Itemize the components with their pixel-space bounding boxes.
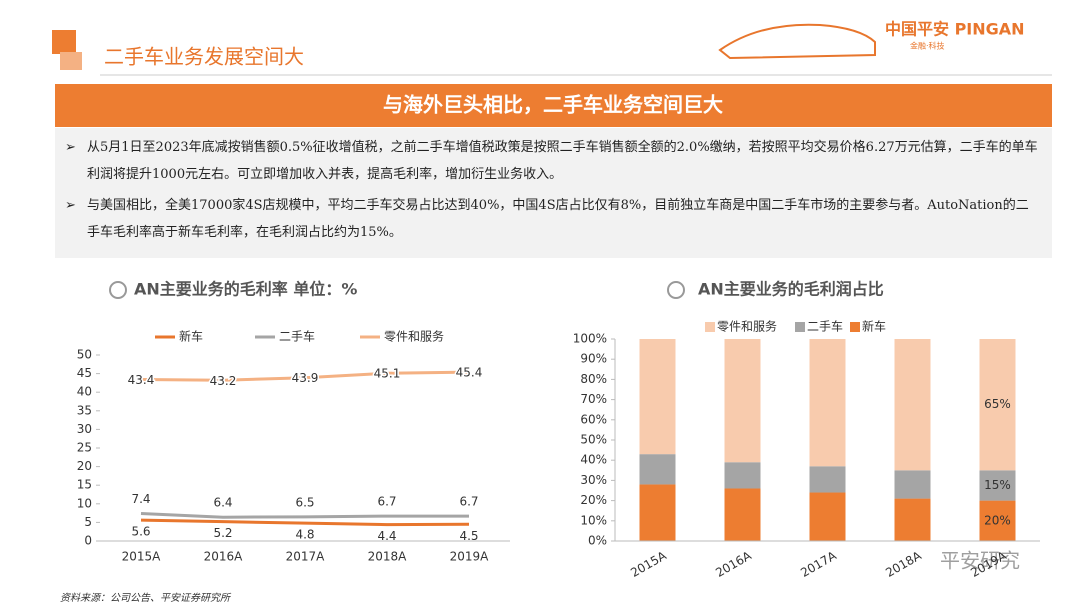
data-label: 4.8 bbox=[295, 528, 314, 542]
y-tick-label: 50 bbox=[77, 348, 92, 362]
y-tick-label: 0 bbox=[84, 534, 92, 548]
legend-label: 新车 bbox=[862, 319, 886, 334]
data-label: 43.4 bbox=[128, 373, 155, 387]
data-label: 65% bbox=[984, 397, 1011, 411]
legend-label: 二手车 bbox=[279, 329, 315, 344]
car-sketch bbox=[718, 23, 876, 60]
bar-segment bbox=[979, 500, 1016, 541]
data-label: 15% bbox=[984, 478, 1011, 492]
series-line bbox=[140, 518, 470, 527]
y-tick-label: 5 bbox=[84, 515, 92, 529]
legend-label: 零件和服务 bbox=[384, 329, 444, 344]
x-tick-label: 2017A bbox=[286, 550, 326, 564]
x-tick-label: 2016A bbox=[713, 548, 754, 580]
brand-logo: 中国平安 PINGAN bbox=[885, 20, 1025, 39]
x-tick-label: 2016A bbox=[204, 550, 244, 564]
y-tick-label: 60% bbox=[580, 412, 607, 426]
y-tick-label: 40 bbox=[77, 385, 92, 399]
logo-icon bbox=[60, 52, 82, 70]
x-tick-label: 2017A bbox=[798, 548, 839, 580]
bar-segment bbox=[809, 466, 846, 493]
data-label: 6.7 bbox=[459, 495, 478, 509]
data-label: 5.6 bbox=[131, 525, 150, 539]
source: 资料来源：公司公告、平安证券研究所 bbox=[60, 592, 232, 604]
data-label: 7.4 bbox=[131, 492, 150, 506]
y-tick-label: 20% bbox=[580, 493, 607, 507]
bar-segment bbox=[724, 488, 761, 541]
chart-title: AN主要业务的毛利率 单位：% bbox=[134, 280, 357, 299]
legend-label: 新车 bbox=[179, 329, 203, 344]
x-tick-label: 2019A bbox=[450, 550, 490, 564]
legend-label: 零件和服务 bbox=[717, 319, 777, 334]
bar-segment bbox=[809, 492, 846, 541]
data-label: 6.7 bbox=[377, 495, 396, 509]
page-title: 二手车业务发展空间大 bbox=[104, 45, 304, 69]
y-tick-label: 15 bbox=[77, 478, 92, 492]
y-tick-label: 10 bbox=[77, 496, 92, 510]
data-label: 4.4 bbox=[377, 529, 396, 543]
y-tick-label: 100% bbox=[573, 332, 607, 346]
bullets: 从5月1日至2023年底减按销售额0.5%征收增值税，之前二手车增值税政策是按照… bbox=[55, 128, 1052, 258]
y-tick-label: 20 bbox=[77, 459, 92, 473]
x-tick-label: 2015A bbox=[122, 550, 162, 564]
data-label: 45.4 bbox=[456, 366, 483, 380]
data-label: 4.5 bbox=[459, 529, 478, 543]
data-label: 43.9 bbox=[292, 371, 319, 385]
y-tick-label: 10% bbox=[580, 513, 607, 527]
y-tick-label: 40% bbox=[580, 453, 607, 467]
bar-segment bbox=[894, 498, 931, 541]
brand-sub: 金融·科技 bbox=[910, 41, 945, 51]
legend-label: 二手车 bbox=[807, 319, 843, 334]
data-label: 20% bbox=[984, 513, 1011, 527]
bar-segment bbox=[809, 339, 846, 467]
bar-segment bbox=[724, 339, 761, 463]
bullet: 与美国相比，全美17000家4S店规模中，平均二手车交易占比达到40%，中国4S… bbox=[65, 192, 1038, 246]
icon bbox=[109, 281, 127, 299]
logo-icon bbox=[52, 30, 76, 54]
data-label: 43.2 bbox=[210, 374, 237, 388]
bar-segment bbox=[894, 339, 931, 471]
x-tick-label: 2015A bbox=[628, 548, 669, 580]
data-label: 5.2 bbox=[213, 526, 232, 540]
legend-swatch bbox=[795, 322, 805, 332]
bar-segment bbox=[639, 339, 676, 455]
bar-segment bbox=[639, 484, 676, 541]
data-label: 45.1 bbox=[374, 367, 401, 381]
bar-segment bbox=[639, 454, 676, 485]
bullet: 从5月1日至2023年底减按销售额0.5%征收增值税，之前二手车增值税政策是按照… bbox=[65, 134, 1038, 188]
banner-text: 与海外巨头相比，二手车业务空间巨大 bbox=[383, 93, 723, 117]
icon bbox=[667, 281, 685, 299]
x-tick-label: 2018A bbox=[883, 548, 924, 580]
banner bbox=[55, 84, 1052, 127]
bar-segment bbox=[894, 470, 931, 499]
y-tick-label: 35 bbox=[77, 403, 92, 417]
watermark: 平安研究 bbox=[940, 549, 1020, 573]
y-tick-label: 50% bbox=[580, 433, 607, 447]
chart-title: AN主要业务的毛利润占比 bbox=[698, 280, 884, 299]
y-tick-label: 25 bbox=[77, 441, 92, 455]
y-tick-label: 70% bbox=[580, 392, 607, 406]
bar-segment bbox=[724, 462, 761, 489]
legend-swatch bbox=[705, 322, 715, 332]
y-tick-label: 0% bbox=[588, 534, 607, 548]
y-tick-label: 30% bbox=[580, 473, 607, 487]
bar-segment bbox=[979, 470, 1016, 501]
data-label: 6.4 bbox=[213, 496, 232, 510]
x-tick-label: 2018A bbox=[368, 550, 408, 564]
series-line bbox=[140, 370, 470, 382]
y-tick-label: 80% bbox=[580, 372, 607, 386]
bar-segment bbox=[979, 339, 1016, 471]
y-tick-label: 30 bbox=[77, 422, 92, 436]
series-line bbox=[140, 511, 469, 519]
legend-swatch bbox=[850, 322, 860, 332]
y-tick-label: 90% bbox=[580, 352, 607, 366]
y-tick-label: 45 bbox=[77, 366, 92, 380]
data-label: 6.5 bbox=[295, 495, 314, 509]
